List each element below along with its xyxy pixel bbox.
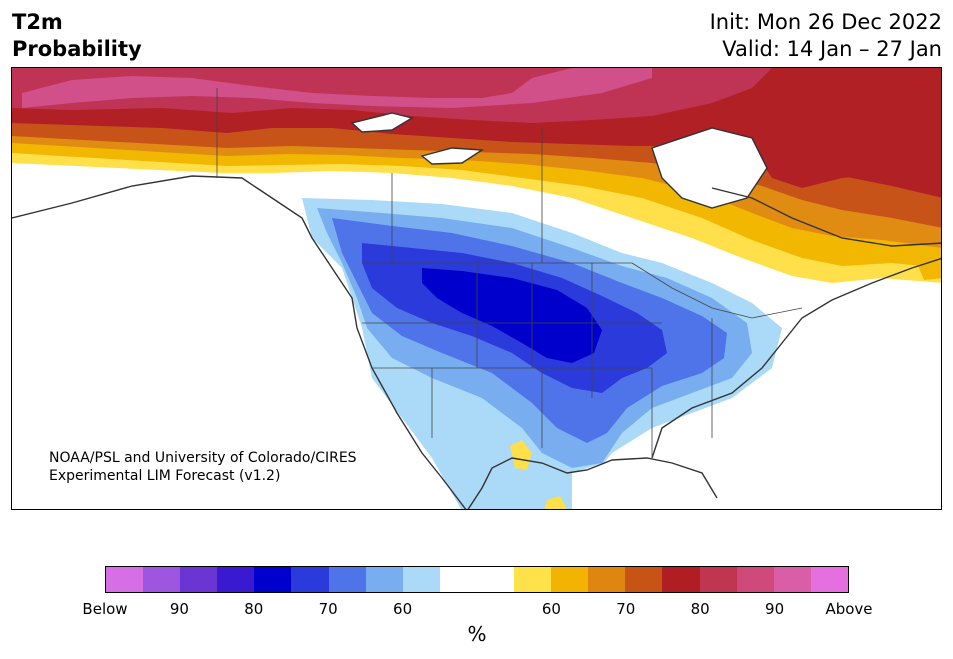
init-date: Init: Mon 26 Dec 2022 [709,10,942,34]
colorbar-segment-15 [662,567,700,592]
colorbar-segment-2 [180,567,218,592]
band-northeast-above-70 [752,78,941,188]
colorbar-segment-19 [810,567,848,592]
colorbar-segment-13 [588,567,626,592]
gulf-of-mexico [572,458,712,509]
colorbar-segment-18 [773,567,811,592]
coastlines [12,112,941,509]
band-below-90 [422,268,602,363]
arctic-ice-1 [352,113,412,132]
colorbar-tick-9: Above [825,600,873,618]
colorbar [105,566,849,593]
colorbar-tick-8: 90 [765,600,785,618]
band-above-90 [22,68,652,108]
colorbar-segment-14 [625,567,663,592]
hudson-bay [652,128,767,208]
credit-line-2: Experimental LIM Forecast (v1.2) [49,468,281,484]
colorbar-segment-1 [143,567,181,592]
map-title: T2m Probability [12,9,142,63]
mexico-warm-patch [510,440,532,470]
colorbar-segment-0 [106,567,144,592]
colorbar-tick-6: 70 [616,600,636,618]
colorbar-segment-16 [699,567,737,592]
colorbar-segment-9 [439,567,477,592]
colorbar-unit: % [467,622,487,646]
colorbar-tick-1: 90 [169,600,189,618]
colorbar-tick-4: 60 [393,600,413,618]
valid-range: Valid: 14 Jan – 27 Jan [722,37,942,61]
colorbar-tick-3: 70 [318,600,338,618]
map-svg [12,68,941,509]
pacific-ocean [12,198,461,509]
colorbar-segment-10 [476,567,515,592]
credit-text: NOAA/PSL and University of Colorado/CIRE… [49,449,357,485]
colorbar-segment-12 [551,567,589,592]
colorbar-tick-0: Below [82,600,128,618]
atlantic-ocean [652,288,941,509]
colorbar-segment-4 [254,567,292,592]
credit-line-1: NOAA/PSL and University of Colorado/CIRE… [49,450,357,466]
colorbar-segment-8 [402,567,440,592]
colorbar-segment-17 [736,567,774,592]
colorbar-tick-5: 60 [541,600,561,618]
colorbar-segment-5 [291,567,329,592]
colorbar-segment-6 [328,567,366,592]
date-info: Init: Mon 26 Dec 2022 Valid: 14 Jan – 27… [710,9,942,63]
title-line-1: T2m [12,10,63,34]
colorbar-tick-2: 80 [244,600,264,618]
colorbar-segment-11 [514,567,552,592]
colorbar-segment-3 [217,567,255,592]
colorbar-segment-7 [365,567,403,592]
title-line-2: Probability [12,37,142,61]
forecast-map [11,67,942,510]
borders [216,88,803,458]
gulf-warm-patch [544,496,567,509]
colorbar-tick-7: 80 [690,600,710,618]
